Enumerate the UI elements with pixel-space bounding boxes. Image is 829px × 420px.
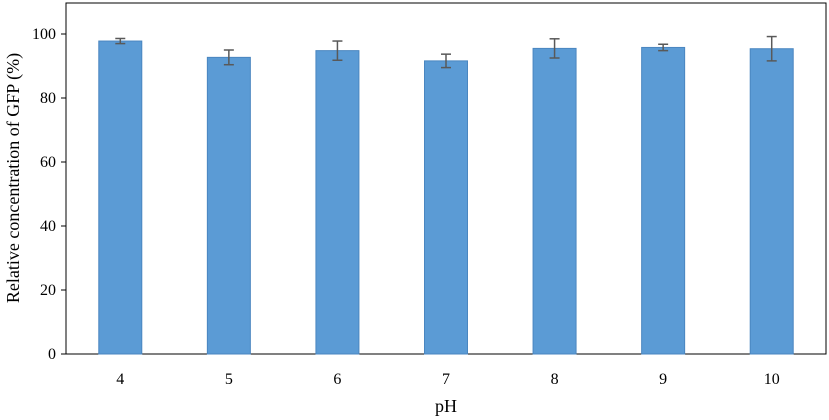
bar (98, 40, 143, 355)
bar (749, 48, 794, 355)
y-tick-label: 20 (40, 282, 56, 299)
y-axis-title: Relative concentration of GFP (%) (3, 53, 24, 303)
y-tick-label: 100 (32, 26, 56, 43)
y-tick-label: 40 (40, 218, 56, 235)
y-tick-label: 80 (40, 90, 56, 107)
x-tick-label: 9 (659, 371, 667, 388)
x-tick-label: 10 (764, 371, 780, 388)
y-tick-label: 0 (48, 346, 56, 363)
y-tick-label: 60 (40, 154, 56, 171)
error-bars (115, 35, 777, 69)
x-tick-label: 7 (442, 371, 450, 388)
x-axis-title: pH (435, 396, 457, 416)
bar (641, 46, 686, 355)
x-tick-label: 5 (225, 371, 233, 388)
x-tick-label: 8 (551, 371, 559, 388)
y-axis-ticks: 0 20 40 60 80 100 (32, 26, 66, 363)
x-tick-label: 4 (116, 371, 124, 388)
bars (98, 40, 794, 355)
x-tick-label: 6 (333, 371, 341, 388)
bar (532, 47, 577, 355)
bar (315, 50, 360, 355)
bar (424, 60, 468, 355)
bar (206, 56, 251, 355)
x-axis-ticks: 4 5 6 7 8 9 10 (116, 371, 779, 388)
